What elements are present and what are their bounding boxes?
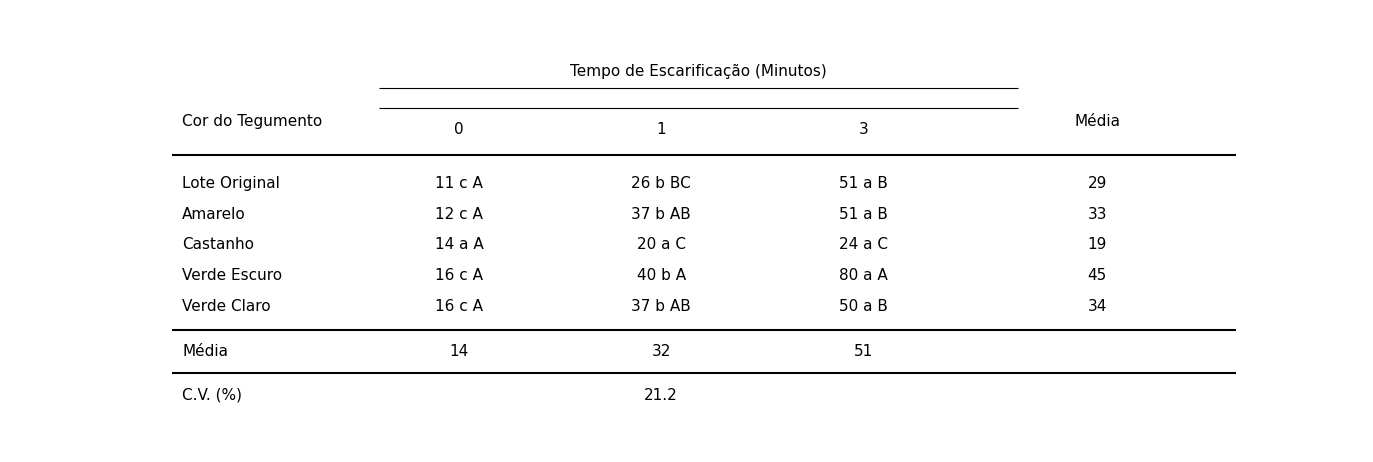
Text: 45: 45 [1087, 268, 1107, 283]
Text: 12 c A: 12 c A [435, 207, 483, 222]
Text: 37 b AB: 37 b AB [632, 299, 691, 314]
Text: Amarelo: Amarelo [183, 207, 246, 222]
Text: Tempo de Escarificação (Minutos): Tempo de Escarificação (Minutos) [570, 64, 827, 79]
Text: 3: 3 [858, 122, 868, 137]
Text: 29: 29 [1087, 176, 1107, 191]
Text: 34: 34 [1087, 299, 1107, 314]
Text: 80 a A: 80 a A [839, 268, 888, 283]
Text: 51 a B: 51 a B [839, 176, 888, 191]
Text: 37 b AB: 37 b AB [632, 207, 691, 222]
Text: 0: 0 [454, 122, 464, 137]
Text: 19: 19 [1087, 237, 1107, 252]
Text: 14 a A: 14 a A [434, 237, 483, 252]
Text: Média: Média [183, 344, 228, 359]
Text: 1: 1 [656, 122, 666, 137]
Text: 50 a B: 50 a B [839, 299, 888, 314]
Text: Verde Escuro: Verde Escuro [183, 268, 283, 283]
Text: Verde Claro: Verde Claro [183, 299, 270, 314]
Text: Lote Original: Lote Original [183, 176, 280, 191]
Text: C.V. (%): C.V. (%) [183, 388, 242, 403]
Text: 16 c A: 16 c A [435, 268, 483, 283]
Text: 40 b A: 40 b A [637, 268, 685, 283]
Text: Média: Média [1074, 114, 1120, 128]
Text: 16 c A: 16 c A [435, 299, 483, 314]
Text: 51 a B: 51 a B [839, 207, 888, 222]
Text: 20 a C: 20 a C [637, 237, 685, 252]
Text: 14: 14 [449, 344, 468, 359]
Text: 21.2: 21.2 [644, 388, 678, 403]
Text: 11 c A: 11 c A [435, 176, 483, 191]
Text: 24 a C: 24 a C [839, 237, 888, 252]
Text: Cor do Tegumento: Cor do Tegumento [183, 114, 323, 128]
Text: 33: 33 [1087, 207, 1107, 222]
Text: 51: 51 [854, 344, 873, 359]
Text: 32: 32 [651, 344, 671, 359]
Text: Castanho: Castanho [183, 237, 254, 252]
Text: 26 b BC: 26 b BC [632, 176, 691, 191]
